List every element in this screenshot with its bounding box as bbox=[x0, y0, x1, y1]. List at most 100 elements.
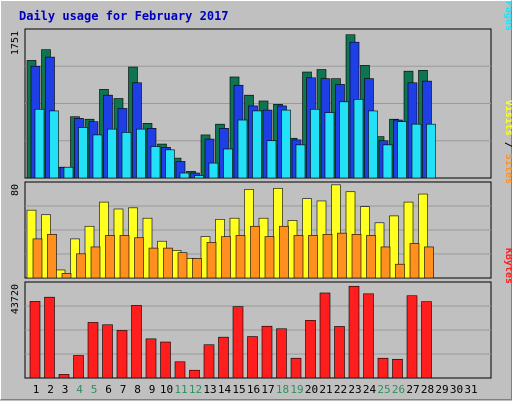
bar-kbytes-day-1 bbox=[29, 301, 41, 379]
bar-sites-day-5 bbox=[90, 246, 101, 279]
bar-pages-day-16 bbox=[252, 110, 262, 179]
bar-sites-day-25 bbox=[380, 246, 391, 279]
x-tick-label-day-16: 16 bbox=[247, 383, 260, 396]
bar-kbytes-day-11 bbox=[174, 361, 186, 379]
bar-pages-day-28 bbox=[426, 123, 436, 179]
bar-kbytes-day-7 bbox=[116, 330, 128, 379]
x-tick-label-day-27: 27 bbox=[406, 383, 419, 396]
bar-kbytes-day-26 bbox=[392, 358, 403, 379]
bar-kbytes-day-9 bbox=[145, 338, 157, 379]
y-max-label-visits: 80 bbox=[10, 184, 21, 196]
bar-kbytes-day-22 bbox=[334, 326, 345, 379]
bar-pages-day-12 bbox=[194, 175, 204, 179]
bar-pages-day-9 bbox=[150, 146, 161, 179]
bar-pages-day-19 bbox=[295, 144, 306, 179]
x-tick-label-day-4: 4 bbox=[76, 383, 83, 396]
bar-kbytes-day-2 bbox=[44, 296, 55, 379]
x-tick-label-day-21: 21 bbox=[319, 383, 332, 396]
bar-kbytes-day-24 bbox=[363, 293, 374, 379]
bar-sites-day-2 bbox=[47, 234, 57, 279]
bar-pages-day-3 bbox=[63, 166, 74, 179]
bar-sites-day-3 bbox=[61, 273, 72, 279]
x-tick-label-day-9: 9 bbox=[149, 383, 156, 396]
x-tick-label-day-25: 25 bbox=[377, 383, 390, 396]
bar-sites-day-22 bbox=[337, 232, 347, 279]
bar-pages-day-22 bbox=[339, 101, 349, 179]
bar-visits-day-28 bbox=[418, 193, 428, 279]
bar-sites-day-19 bbox=[293, 235, 304, 279]
bar-sites-day-8 bbox=[134, 237, 144, 279]
bar-kbytes-day-5 bbox=[87, 322, 99, 379]
bar-kbytes-day-28 bbox=[421, 301, 432, 379]
y-max-label-kbytes: 43720 bbox=[10, 284, 21, 314]
bar-sites-day-24 bbox=[366, 235, 376, 279]
y-axis-label-visits: Visits / Sites bbox=[503, 100, 512, 184]
bar-sites-day-27 bbox=[409, 243, 420, 279]
axis-label-separator: / bbox=[503, 136, 512, 154]
bar-kbytes-day-25 bbox=[377, 357, 389, 379]
bar-sites-day-15 bbox=[235, 235, 246, 279]
x-tick-label-day-6: 6 bbox=[105, 383, 112, 396]
bar-sites-day-28 bbox=[424, 246, 434, 279]
bar-kbytes-day-23 bbox=[348, 285, 360, 379]
y-max-label-hits: 1751 bbox=[10, 31, 21, 55]
bar-pages-day-2 bbox=[49, 110, 59, 179]
bar-pages-day-26 bbox=[397, 121, 407, 179]
x-tick-label-day-29: 29 bbox=[435, 383, 448, 396]
x-tick-label-day-19: 19 bbox=[290, 383, 303, 396]
x-tick-label-day-28: 28 bbox=[421, 383, 434, 396]
x-tick-label-day-3: 3 bbox=[62, 383, 69, 396]
x-tick-label-day-17: 17 bbox=[261, 383, 274, 396]
x-tick-label-day-30: 30 bbox=[450, 383, 463, 396]
x-tick-label-day-24: 24 bbox=[363, 383, 377, 396]
bar-pages-day-23 bbox=[353, 99, 364, 179]
bar-pages-day-24 bbox=[368, 110, 378, 179]
x-tick-label-day-18: 18 bbox=[276, 383, 289, 396]
bar-pages-day-4 bbox=[78, 127, 88, 179]
bar-kbytes-day-17 bbox=[261, 325, 273, 379]
bar-sites-day-9 bbox=[148, 247, 159, 279]
bar-pages-day-20 bbox=[310, 108, 320, 179]
x-tick-label-day-12: 12 bbox=[189, 383, 202, 396]
bar-pages-day-10 bbox=[165, 149, 175, 179]
bar-kbytes-day-18 bbox=[276, 328, 287, 379]
bar-kbytes-day-27 bbox=[406, 295, 418, 379]
bar-pages-day-11 bbox=[179, 172, 190, 179]
bar-sites-day-14 bbox=[221, 236, 231, 279]
bar-kbytes-day-4 bbox=[73, 355, 84, 379]
x-tick-label-day-8: 8 bbox=[134, 383, 141, 396]
bar-pages-day-7 bbox=[121, 132, 132, 179]
x-tick-label-day-5: 5 bbox=[91, 383, 98, 396]
bar-kbytes-day-13 bbox=[203, 344, 215, 379]
bar-sites-day-1 bbox=[32, 238, 43, 279]
bar-sites-day-21 bbox=[322, 234, 333, 279]
x-tick-label-day-7: 7 bbox=[120, 383, 127, 396]
bar-kbytes-day-8 bbox=[131, 305, 142, 379]
bar-sites-day-6 bbox=[105, 235, 115, 279]
bar-kbytes-day-3 bbox=[58, 374, 70, 379]
bar-sites-day-20 bbox=[308, 235, 318, 279]
x-tick-label-day-20: 20 bbox=[305, 383, 318, 396]
x-tick-label-day-13: 13 bbox=[203, 383, 216, 396]
bar-pages-day-17 bbox=[266, 140, 277, 179]
bar-pages-day-18 bbox=[281, 109, 291, 179]
bar-pages-day-27 bbox=[411, 123, 422, 179]
bar-sites-day-23 bbox=[351, 234, 362, 279]
x-tick-label-day-11: 11 bbox=[174, 383, 187, 396]
bar-pages-day-1 bbox=[34, 108, 45, 179]
y-axis-label-hits: Hits / Files / Pages bbox=[503, 1, 512, 31]
bar-pages-day-14 bbox=[223, 148, 233, 179]
bar-pages-day-6 bbox=[107, 128, 117, 179]
bar-sites-day-17 bbox=[264, 236, 275, 279]
x-tick-label-day-31: 31 bbox=[464, 383, 477, 396]
bar-pages-day-25 bbox=[382, 144, 393, 179]
x-tick-label-day-1: 1 bbox=[33, 383, 40, 396]
bar-sites-day-11 bbox=[177, 252, 188, 279]
x-tick-label-day-2: 2 bbox=[47, 383, 54, 396]
bar-kbytes-day-15 bbox=[232, 306, 244, 379]
chart-title: Daily usage for February 2017 bbox=[19, 9, 229, 23]
x-tick-label-day-15: 15 bbox=[232, 383, 245, 396]
bar-sites-day-4 bbox=[76, 253, 86, 279]
bar-kbytes-day-19 bbox=[290, 357, 302, 379]
x-tick-label-day-14: 14 bbox=[218, 383, 232, 396]
